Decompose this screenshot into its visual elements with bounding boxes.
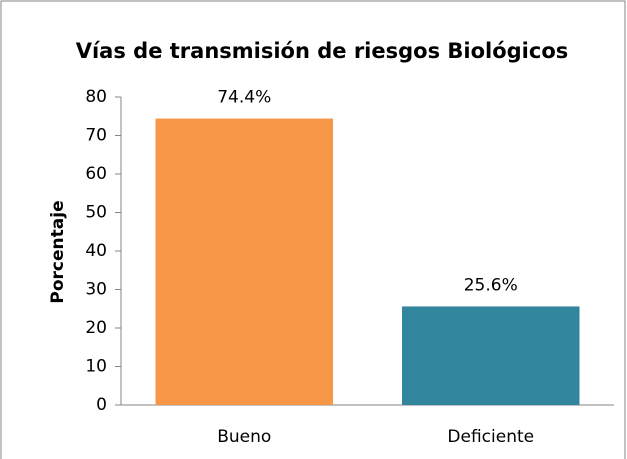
y-tick-label: 50 (85, 203, 107, 223)
x-tick-label: Deficiente (447, 427, 534, 447)
y-tick-label: 70 (85, 126, 107, 146)
chart-title: Vías de transmisión de riesgos Biológico… (76, 39, 569, 63)
bar (402, 306, 580, 405)
y-tick-label: 40 (85, 241, 107, 261)
y-axis-label: Porcentaje (48, 200, 68, 303)
data-label: 74.4% (217, 88, 271, 108)
y-tick-label: 60 (85, 164, 107, 184)
x-tick-label: Bueno (217, 427, 271, 447)
y-tick-label: 80 (85, 87, 107, 107)
y-tick-label: 20 (85, 318, 107, 338)
y-tick-label: 0 (96, 395, 107, 415)
y-tick-label: 10 (85, 357, 107, 377)
data-label: 25.6% (464, 275, 518, 295)
bar (155, 118, 333, 405)
y-tick-label: 30 (85, 280, 107, 300)
